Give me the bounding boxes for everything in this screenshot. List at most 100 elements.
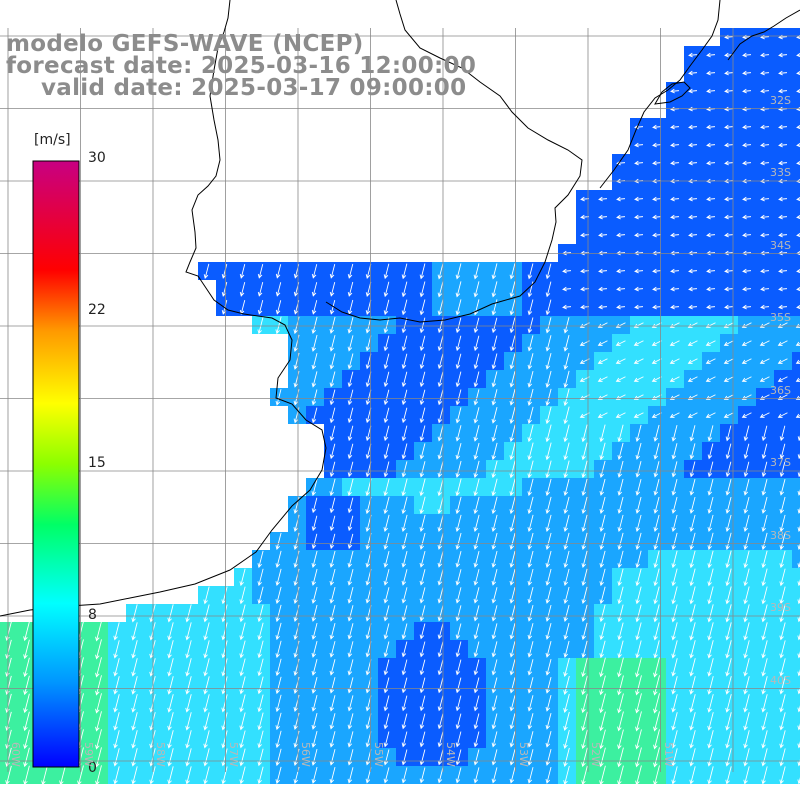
wind-arrow [275,550,282,569]
wind-arrow [329,731,336,748]
wind-arrow [113,694,120,713]
wind-arrow [724,268,734,274]
wind-arrow [725,443,732,460]
wind-arrow [185,622,192,641]
wind-arrow [779,478,786,496]
wind-arrow [185,694,192,713]
wind-arrow [545,640,552,658]
wind-arrow [599,640,606,659]
wind-arrow [509,713,516,730]
wind-arrow [742,142,752,148]
wind-arrow [761,443,768,460]
wind-arrow [77,765,84,786]
wind-arrow [796,214,800,220]
wind-arrow [311,748,318,766]
wind-arrow [743,496,750,514]
wind-arrow [221,676,228,695]
wind-arrow [635,765,642,786]
wind-arrow [760,124,770,130]
wind-arrow [185,640,192,659]
wind-arrow [113,766,120,785]
wind-arrow [347,713,354,730]
wind-arrow [329,443,336,460]
wind-arrow [167,766,174,785]
wind-arrow [239,604,246,623]
wind-arrow [796,232,800,238]
wind-arrow [401,299,408,316]
wind-arrow [545,317,552,334]
wind-arrow [329,497,336,514]
wind-arrow [689,748,696,767]
wind-arrow [778,304,788,310]
wind-arrow [311,389,318,406]
wind-arrow [383,550,390,568]
wind-arrow [5,765,12,786]
wind-arrow [689,712,696,731]
wind-arrow [527,406,534,425]
wind-arrow [688,160,698,166]
wind-arrow [707,712,714,731]
wind-arrow [131,622,138,641]
wind-arrow [671,586,678,605]
wind-arrow [563,442,570,461]
wind-arrow [203,658,210,677]
wind-arrow [635,729,642,750]
wind-arrow [760,88,770,94]
wind-arrow [455,281,462,298]
wind-arrow [616,304,626,310]
wind-arrow [545,730,552,748]
wind-arrow [23,765,30,786]
wind-arrow [275,389,282,406]
wind-arrow [419,478,426,497]
wind-arrow [509,299,516,316]
wind-arrow [221,604,228,623]
wind-arrow [599,711,606,732]
wind-arrow [509,550,516,568]
wind-arrow [743,766,750,785]
wind-arrow [724,88,734,94]
wind-arrow [455,641,462,658]
wind-arrow [455,317,462,334]
wind-arrow [131,748,138,767]
wind-arrow [275,676,282,695]
wind-arrow [455,713,462,730]
wind-arrow [724,196,734,202]
wind-arrow [221,586,228,605]
wind-arrow [239,676,246,695]
wind-arrow [616,268,626,274]
colorbar-tick-15: 15 [88,455,106,471]
wind-arrow [687,376,698,382]
wind-arrow [257,604,264,623]
wind-arrow [509,424,516,443]
wind-arrow [759,358,770,364]
wind-arrow [527,568,534,586]
speed-cell [792,46,800,64]
wind-arrow [257,730,264,749]
wind-arrow [581,478,588,496]
wind-arrow [311,497,318,514]
wind-arrow [581,693,588,714]
wind-arrow [743,658,750,677]
wind-arrow [383,731,390,748]
wind-arrow [419,514,426,533]
wind-arrow [329,425,336,442]
wind-arrow [617,693,624,714]
wind-arrow [707,514,714,532]
wind-arrow [599,532,606,551]
speed-cell [792,154,800,172]
wind-arrow [707,766,714,785]
wind-arrow [383,713,390,730]
wind-arrow [671,640,678,659]
wind-arrow [437,425,444,442]
wind-arrow [563,496,570,515]
wind-arrow [473,496,480,515]
wind-arrow [779,550,786,569]
wind-arrow [563,460,570,479]
wind-arrow [671,694,678,713]
wind-arrow [257,568,264,587]
wind-arrow [652,160,662,166]
wind-arrow [743,550,750,569]
wind-arrow [275,730,282,749]
wind-arrow [779,640,786,659]
wind-arrow [707,443,714,460]
